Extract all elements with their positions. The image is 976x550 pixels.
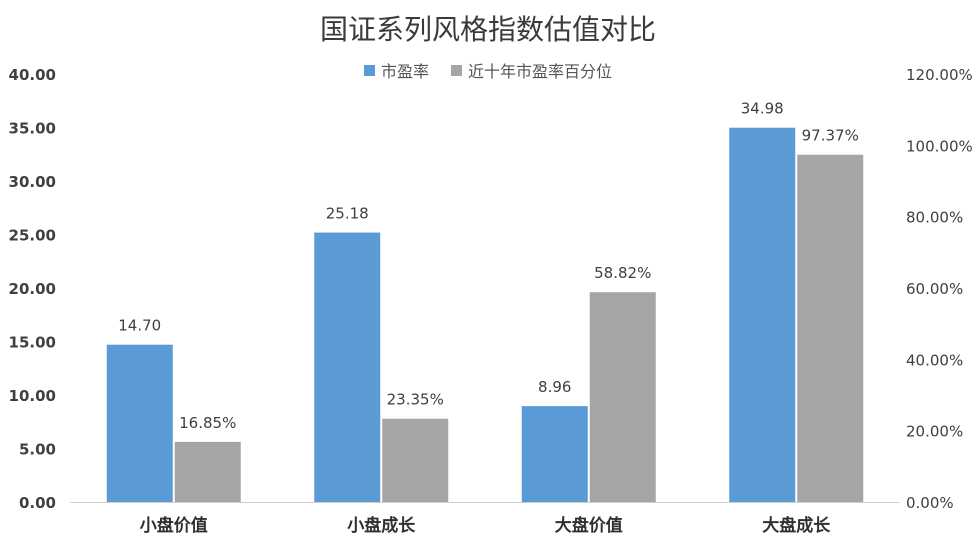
- data-label-percentile: 97.37%: [802, 127, 859, 145]
- y-left-tick-label: 35.00: [9, 120, 56, 138]
- data-label-pe: 34.98: [741, 100, 784, 118]
- y-left-tick-label: 40.00: [9, 66, 56, 84]
- legend-item-pe: 市盈率: [363, 58, 429, 82]
- y-right-tick-label: 100.00%: [906, 137, 973, 155]
- legend: 市盈率 近十年市盈率百分位: [0, 58, 976, 82]
- y-left-tick-label: 20.00: [9, 280, 56, 298]
- data-label-pe: 14.70: [118, 317, 161, 335]
- data-label-pe: 8.96: [538, 378, 571, 396]
- y-left-tick-label: 0.00: [19, 494, 56, 512]
- y-left-tick-label: 25.00: [9, 227, 56, 245]
- data-label-percentile: 23.35%: [387, 391, 444, 409]
- x-category-label: 大盘成长: [762, 515, 831, 536]
- bar-percentile: [589, 292, 656, 502]
- x-category-label: 小盘成长: [347, 515, 416, 536]
- y-left-tick-label: 30.00: [9, 173, 56, 191]
- legend-label-pe: 市盈率: [380, 62, 429, 81]
- y-right-tick-label: 60.00%: [906, 280, 963, 298]
- y-right-tick-label: 40.00%: [906, 351, 963, 369]
- bar-pe: [521, 406, 588, 502]
- y-left-tick-label: 15.00: [9, 334, 56, 352]
- x-category-label: 大盘价值: [555, 515, 623, 536]
- y-left-tick-label: 5.00: [19, 441, 56, 459]
- legend-swatch-percentile: [451, 64, 462, 76]
- y-right-tick-label: 20.00%: [906, 423, 963, 441]
- bar-percentile: [382, 418, 449, 502]
- data-label-percentile: 58.82%: [594, 264, 651, 282]
- x-category-label: 小盘价值: [140, 515, 208, 536]
- bar-percentile: [797, 154, 864, 502]
- bar-pe: [106, 344, 173, 502]
- chart-title: 国证系列风格指数估值对比: [319, 13, 656, 46]
- legend-item-percentile: 近十年市盈率百分位: [451, 58, 612, 82]
- data-label-percentile: 16.85%: [179, 414, 236, 432]
- bar-pe: [729, 127, 796, 503]
- y-right-tick-label: 120.00%: [906, 66, 973, 84]
- y-left-tick-label: 10.00: [9, 387, 56, 405]
- y-right-tick-label: 0.00%: [906, 494, 954, 512]
- legend-swatch-pe: [363, 64, 375, 76]
- y-right-tick-label: 80.00%: [906, 209, 963, 227]
- data-label-pe: 25.18: [326, 205, 369, 223]
- legend-label-percentile: 近十年市盈率百分位: [468, 62, 613, 81]
- bar-percentile: [174, 441, 241, 502]
- bar-pe: [314, 232, 381, 502]
